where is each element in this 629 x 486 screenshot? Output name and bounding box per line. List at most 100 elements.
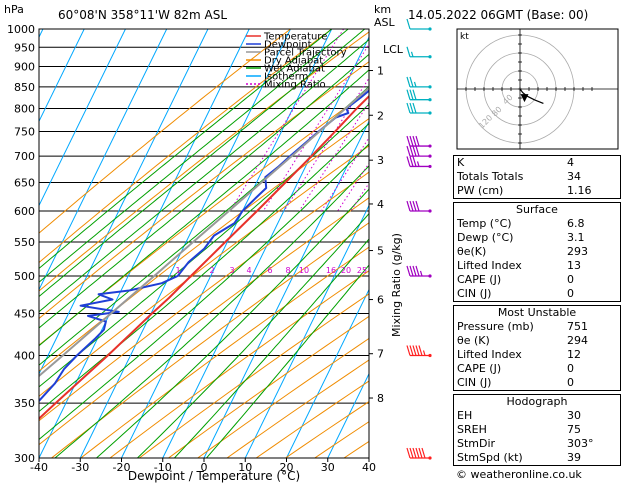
row-value: 13 xyxy=(567,259,581,272)
table-row: SREH 75 xyxy=(454,423,621,437)
row-label: Pressure (mb) xyxy=(457,320,534,333)
table-row: θe (K) 294 xyxy=(454,334,621,348)
wind-barb-flag xyxy=(415,145,420,157)
wind-barb-base xyxy=(428,353,432,358)
x-tick-label: 20 xyxy=(280,461,294,474)
wind-barb-base xyxy=(428,111,432,115)
dry-adiabat-line xyxy=(197,337,369,458)
wind-barb-flag xyxy=(415,135,420,147)
row-label: CAPE (J) xyxy=(457,362,502,375)
wind-barb-base xyxy=(428,27,432,31)
row-value: 12 xyxy=(567,348,581,361)
pressure-unit: hPa xyxy=(4,3,24,16)
row-label: CIN (J) xyxy=(457,376,492,389)
x-tick-label: 40 xyxy=(362,461,376,474)
wind-barb-flag xyxy=(406,76,411,88)
wind-barb-flag xyxy=(406,156,411,167)
isotherm-line xyxy=(162,35,369,458)
row-label: Lifted Index xyxy=(457,348,522,361)
dry-adiabat-line xyxy=(39,31,369,292)
row-value: 0 xyxy=(567,362,574,375)
height-unit-asl: ASL xyxy=(374,16,396,29)
wet-adiabat-line xyxy=(39,103,369,388)
wind-barb-flag xyxy=(406,447,411,459)
row-value: 0 xyxy=(567,376,574,389)
mixing-ratio-axis-label: Mixing Ratio (g/kg) xyxy=(390,233,403,337)
wind-barbs xyxy=(406,18,432,460)
dry-adiabat-line xyxy=(39,197,369,446)
legend-label: Dry Adiabat xyxy=(264,56,323,67)
axes: -40 -30 -20 -10 0 10 20 30 40 300 350 400 450 500 550 6… xyxy=(7,23,404,474)
wet-adiabat-line xyxy=(39,29,366,298)
mixing-ratio-label: 2 xyxy=(209,266,214,275)
wet-adiabat-line xyxy=(39,38,369,313)
row-label: θe(K) xyxy=(457,245,487,258)
row-label: Temp (°C) xyxy=(457,217,512,230)
wet-adiabat-line xyxy=(39,29,333,270)
dry-adiabat-line xyxy=(39,61,369,320)
mixing-ratio-label: 8 xyxy=(285,266,290,275)
wind-barb-flag xyxy=(406,102,411,114)
hodograph-storm-motion xyxy=(520,94,529,103)
table-title: Most Unstable xyxy=(497,306,577,319)
wet-adiabat-line xyxy=(39,85,369,366)
km-tick-label: 1 xyxy=(377,65,384,78)
wind-barb-flag xyxy=(406,135,411,147)
row-label: EH xyxy=(457,409,473,422)
row-value: 0 xyxy=(567,287,574,300)
mixing-ratio-label: 3 xyxy=(229,266,234,275)
legend-label: Mixing Ratio xyxy=(264,80,326,91)
row-value: 39 xyxy=(567,451,581,464)
p-tick-label: 750 xyxy=(14,126,35,139)
row-label: SREH xyxy=(457,423,487,436)
wind-barb-flag xyxy=(415,265,420,277)
row-label: K xyxy=(457,156,465,169)
dry-adiabat-line xyxy=(51,222,369,458)
isotherm-line xyxy=(244,204,369,458)
p-tick-label: 900 xyxy=(14,61,35,74)
most-unstable-table: Most Unstable Pressure (mb) 751 θe (K) 294 Li… xyxy=(453,305,621,391)
wind-barb-flag xyxy=(418,345,423,356)
wind-barb-base xyxy=(428,55,432,59)
wet-adiabat-line xyxy=(96,188,369,458)
wind-barb-flag xyxy=(412,102,417,114)
p-tick-label: 1000 xyxy=(7,23,35,36)
table-title: Surface xyxy=(516,203,558,216)
p-tick-label: 350 xyxy=(14,397,35,410)
wind-barb-flag xyxy=(412,135,417,147)
table-row: Totals Totals 34 xyxy=(454,170,621,184)
wind-barb-flag xyxy=(419,270,423,277)
wind-barb-flag xyxy=(409,76,414,88)
wind-barb-flag xyxy=(415,447,420,459)
mixing-ratio-line xyxy=(262,43,369,212)
wind-barb-flag xyxy=(409,447,414,459)
table-row: CIN (J) 0 xyxy=(454,287,621,302)
dry-adiabat-line xyxy=(39,29,333,264)
row-label: θe (K) xyxy=(457,334,490,347)
wet-adiabat-line xyxy=(39,29,349,283)
wind-barb-flag xyxy=(406,46,411,57)
mixing-ratio-label: 1 xyxy=(175,266,180,275)
profile-lines xyxy=(39,86,369,420)
isotherm-line xyxy=(39,29,126,207)
km-tick-label: 6 xyxy=(377,294,384,307)
datetime-title: 14.05.2022 06GMT (Base: 00) xyxy=(408,8,588,22)
x-tick-label: 30 xyxy=(321,461,335,474)
table-row: StmSpd (kt) 39 xyxy=(454,451,621,466)
wind-barb-flag xyxy=(422,350,426,356)
wind-barb-base xyxy=(428,274,432,278)
wind-barb-flag xyxy=(409,102,414,114)
series-line-2 xyxy=(39,86,369,378)
table-title-row: Hodograph xyxy=(454,395,621,410)
row-value: 294 xyxy=(567,334,588,347)
wind-barb-flag xyxy=(409,200,414,212)
p-tick-label: 950 xyxy=(14,41,35,54)
wind-barb-flag xyxy=(406,89,411,100)
mixing-ratio-line xyxy=(298,101,369,212)
isotherm-line xyxy=(286,288,369,458)
p-tick-label: 500 xyxy=(14,270,35,283)
x-tick-label: 10 xyxy=(238,461,252,474)
row-label: CAPE (J) xyxy=(457,273,502,286)
wind-barb-flag xyxy=(415,200,420,212)
